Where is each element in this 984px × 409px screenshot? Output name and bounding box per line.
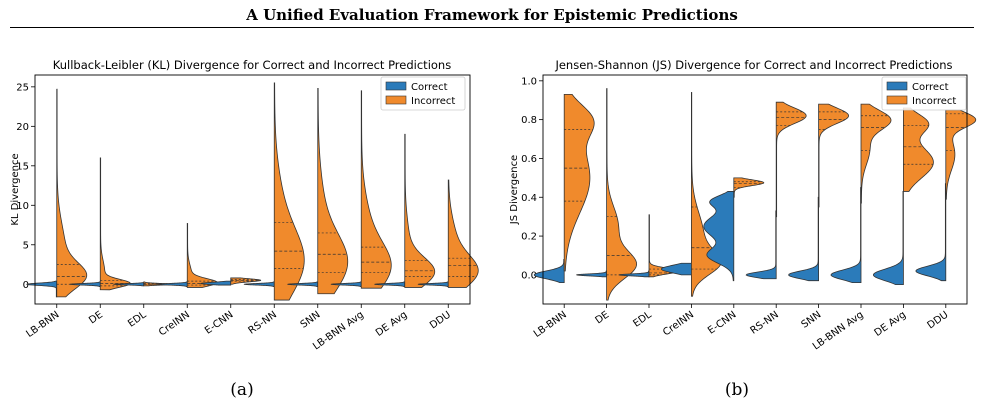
violin-correct-4 [703, 191, 735, 282]
x-tick-label: LB-BNN [532, 309, 569, 340]
violin-incorrect-6 [818, 103, 850, 208]
y-tick-label: 0.4 [521, 193, 537, 204]
violin-incorrect-4 [230, 277, 262, 285]
x-tick-label: DE [594, 309, 612, 326]
y-tick-label: 20 [16, 122, 29, 133]
y-tick-label: 0.8 [521, 115, 537, 126]
x-tick-label: LB-BNN [24, 309, 61, 340]
axes-frame [542, 74, 968, 305]
x-tick-label: E-CNN [706, 309, 738, 336]
x-tick-label: CreINN [661, 309, 696, 338]
legend-label-incorrect: Incorrect [411, 96, 455, 107]
legend-swatch-correct [886, 81, 908, 91]
y-axis-label: JS Divergence [509, 155, 520, 225]
violin-correct-1 [69, 281, 101, 288]
y-tick-label: 0.0 [521, 270, 537, 281]
chart-title: Kullback-Leibler (KL) Divergence for Cor… [53, 58, 451, 72]
violin-incorrect-8 [903, 107, 934, 192]
x-tick-label: CreINN [157, 309, 192, 338]
legend-swatch-incorrect [886, 95, 908, 105]
violin-correct-3 [660, 262, 692, 276]
violin-correct-4 [200, 280, 232, 286]
violin-correct-5 [745, 210, 777, 280]
legend: Correct Incorrect [380, 76, 466, 111]
violin-correct-3 [156, 281, 188, 288]
y-tick-label: 25 [16, 82, 29, 93]
x-tick-label: DE Avg [873, 309, 909, 338]
legend: Correct Incorrect [881, 76, 967, 111]
y-tick-label: 1.0 [521, 76, 537, 87]
violin-correct-7 [830, 187, 862, 284]
violin-correct-9 [417, 281, 449, 288]
x-tick-label: RS-NN [247, 309, 279, 336]
y-tick-label: 5 [23, 240, 29, 251]
legend-label-incorrect: Incorrect [912, 96, 956, 107]
x-tick-label: DDU [926, 309, 951, 331]
chart-panel-b: Jensen-Shannon (JS) Divergence for Corre… [509, 58, 977, 352]
legend-label-correct: Correct [912, 82, 949, 93]
violin-incorrect-0 [563, 94, 595, 272]
x-tick-label: SNN [299, 309, 323, 330]
x-tick-label: EDL [631, 309, 654, 329]
caption-a: (a) [230, 380, 254, 400]
chart-title: Jensen-Shannon (JS) Divergence for Corre… [554, 58, 952, 72]
violin-correct-6 [287, 281, 319, 288]
violin-incorrect-1 [606, 88, 638, 301]
figure-header-title: A Unified Evaluation Framework for Epist… [246, 6, 738, 24]
violin-incorrect-4 [733, 177, 765, 198]
violin-incorrect-3 [186, 223, 218, 288]
violin-correct-2 [618, 270, 650, 278]
violin-correct-2 [113, 282, 145, 287]
legend-label-correct: Correct [411, 82, 448, 93]
violin-incorrect-7 [860, 103, 892, 204]
y-tick-label: 0.6 [521, 154, 537, 165]
violin-incorrect-5 [273, 82, 305, 301]
violin-incorrect-5 [775, 101, 807, 218]
violin-incorrect-3 [691, 92, 722, 297]
violin-correct-0 [533, 258, 565, 284]
violin-correct-1 [575, 270, 607, 278]
violin-incorrect-7 [360, 90, 392, 289]
caption-b: (b) [724, 380, 750, 400]
violin-incorrect-6 [317, 88, 349, 295]
x-tick-label: RS-NN [749, 309, 781, 336]
y-tick-label: 10 [16, 201, 29, 212]
x-tick-label: E-CNN [203, 309, 235, 336]
violin-correct-5 [243, 281, 275, 288]
violin-correct-8 [374, 281, 406, 288]
header-rule [10, 27, 974, 28]
x-tick-label: DE [87, 309, 105, 326]
x-tick-label: DDU [428, 309, 453, 331]
legend-swatch-incorrect [385, 95, 407, 105]
violin-correct-9 [915, 183, 947, 282]
y-axis-label: KL Divergence [10, 153, 21, 225]
violin-correct-7 [330, 281, 362, 288]
y-tick-label: 0 [23, 280, 29, 291]
y-tick-label: 0.2 [521, 232, 537, 243]
x-tick-label: SNN [800, 309, 824, 330]
violin-correct-8 [872, 191, 904, 285]
y-tick-label: 15 [16, 161, 29, 172]
x-tick-label: EDL [126, 309, 149, 329]
violin-correct-0 [25, 280, 58, 298]
violin-incorrect-9 [447, 179, 479, 288]
violin-incorrect-8 [404, 133, 436, 288]
x-tick-label: DE Avg [374, 309, 410, 338]
violin-incorrect-0 [56, 88, 88, 298]
violin-incorrect-9 [945, 109, 977, 200]
violin-correct-6 [788, 196, 819, 282]
chart-panel-a: Kullback-Leibler (KL) Divergence for Cor… [10, 58, 479, 352]
legend-swatch-correct [385, 81, 407, 91]
violin-incorrect-1 [99, 157, 131, 291]
axes-frame [34, 74, 471, 305]
